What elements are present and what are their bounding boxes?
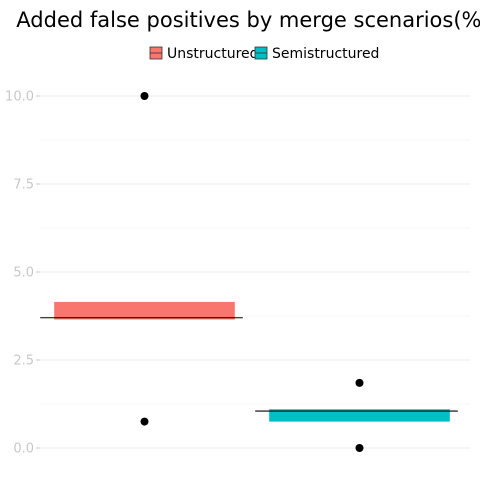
legend-item-semistructured: Semistructured	[254, 46, 379, 62]
y-tick-label: 5.0	[13, 266, 34, 281]
box-group-semistructured	[255, 378, 458, 452]
y-tick-label: 10.0	[5, 90, 34, 105]
y-tick-label: 7.5	[13, 178, 34, 193]
y-axis: 0.0 2.5 5.0 7.5 10.0	[5, 90, 40, 457]
y-tick-label: 2.5	[13, 354, 34, 369]
legend: Unstructured Semistructured	[149, 46, 379, 62]
grid	[40, 95, 470, 449]
box-semistructured	[269, 409, 450, 422]
plot-area	[40, 92, 458, 452]
chart-title: Added false positives by merge scenarios…	[16, 8, 480, 32]
outlier-point	[140, 92, 149, 100]
outlier-point	[140, 417, 149, 426]
y-tick-label: 0.0	[13, 442, 34, 457]
outlier-point	[355, 444, 364, 452]
legend-label: Semistructured	[272, 46, 379, 62]
outlier-point	[355, 378, 364, 387]
box-unstructured	[54, 301, 235, 320]
legend-label: Unstructured	[167, 46, 259, 62]
legend-item-unstructured: Unstructured	[149, 46, 259, 62]
box-group-unstructured	[40, 92, 243, 426]
